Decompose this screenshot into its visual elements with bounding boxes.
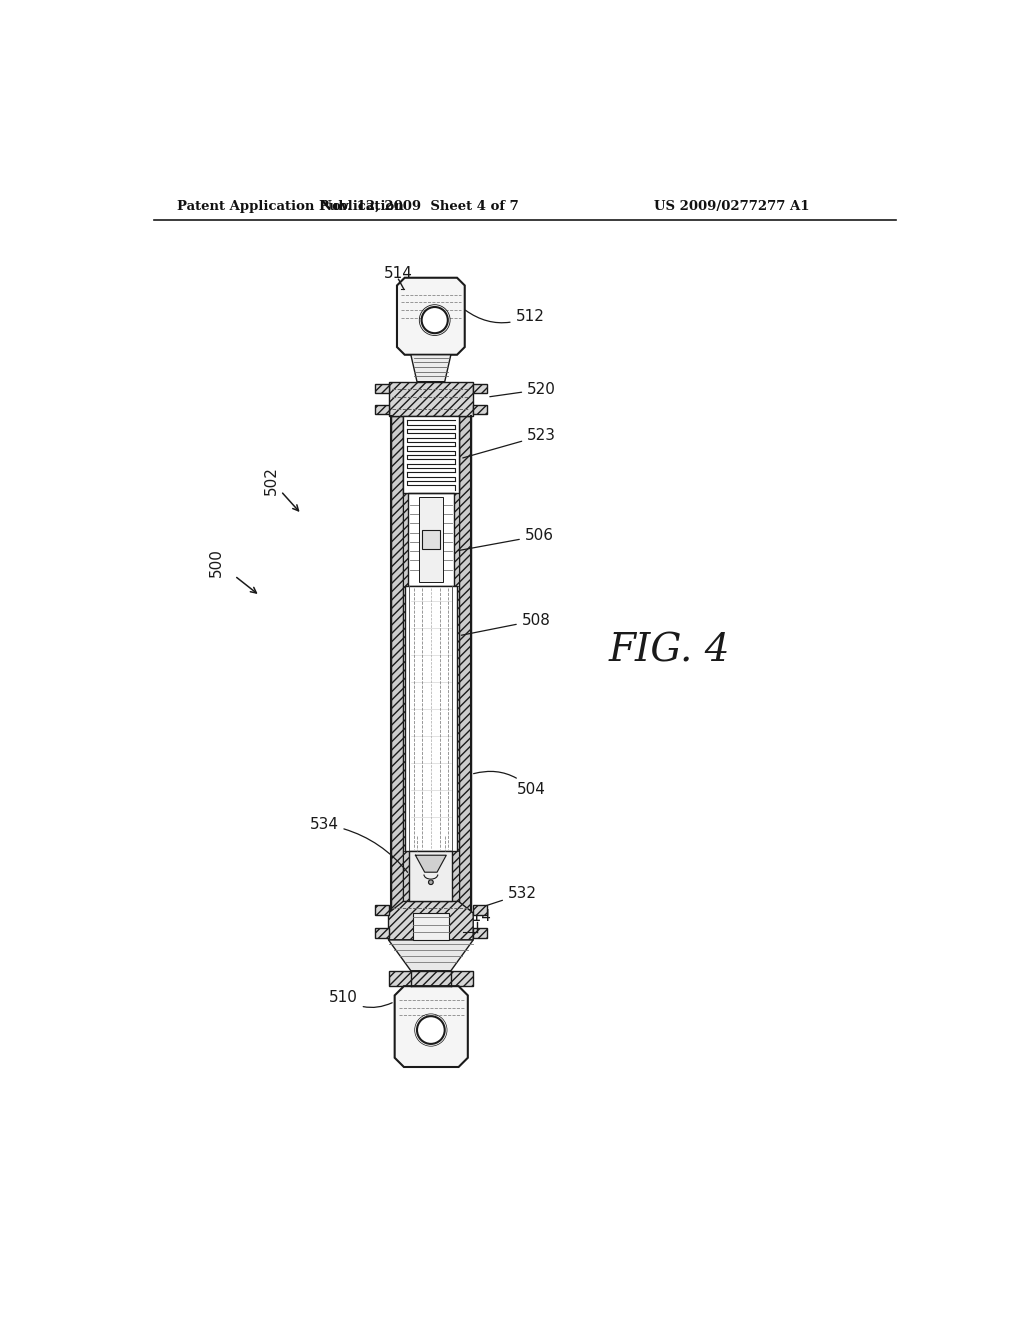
Bar	[403, 494, 408, 586]
Bar	[388, 970, 473, 986]
Bar	[403, 851, 410, 902]
Text: 504: 504	[473, 771, 546, 797]
Polygon shape	[394, 986, 468, 1067]
Bar	[375, 906, 388, 915]
Bar	[453, 851, 459, 902]
Bar	[454, 494, 459, 586]
Circle shape	[417, 1016, 444, 1044]
Bar	[422, 531, 440, 549]
Text: 508: 508	[461, 612, 551, 635]
Text: FIG. 4: FIG. 4	[609, 632, 730, 669]
Bar	[473, 405, 487, 414]
Polygon shape	[411, 355, 451, 381]
Text: 506: 506	[458, 528, 554, 550]
Bar	[459, 416, 471, 924]
Bar	[473, 384, 487, 393]
Bar	[419, 498, 443, 582]
Text: Patent Application Publication: Patent Application Publication	[177, 199, 403, 213]
Text: 514: 514	[463, 909, 492, 924]
Text: 523: 523	[463, 428, 556, 458]
Text: 520: 520	[489, 381, 556, 397]
Bar	[457, 586, 459, 851]
Circle shape	[422, 308, 447, 333]
Bar	[404, 586, 457, 851]
Bar	[403, 416, 459, 494]
Bar	[388, 381, 473, 416]
Polygon shape	[416, 855, 446, 873]
Bar	[403, 586, 404, 851]
Polygon shape	[388, 902, 473, 940]
Text: 532: 532	[478, 886, 537, 908]
Text: Nov. 12, 2009  Sheet 4 of 7: Nov. 12, 2009 Sheet 4 of 7	[319, 199, 519, 213]
Polygon shape	[388, 940, 473, 970]
Text: 502: 502	[264, 466, 279, 495]
Bar	[410, 851, 453, 902]
Bar	[375, 928, 388, 937]
Bar	[413, 913, 449, 940]
Bar	[375, 405, 388, 414]
Text: 534: 534	[309, 817, 408, 873]
Text: 500: 500	[209, 548, 224, 577]
Circle shape	[429, 880, 433, 884]
Bar	[403, 416, 459, 494]
Bar	[473, 928, 487, 937]
Bar	[375, 384, 388, 393]
Bar	[391, 416, 403, 924]
Text: US 2009/0277277 A1: US 2009/0277277 A1	[654, 199, 810, 213]
Text: 514: 514	[384, 267, 413, 281]
Text: 512: 512	[466, 309, 545, 323]
Text: 510: 510	[329, 990, 392, 1007]
Bar	[408, 494, 454, 586]
Bar	[473, 906, 487, 915]
Polygon shape	[397, 277, 465, 355]
